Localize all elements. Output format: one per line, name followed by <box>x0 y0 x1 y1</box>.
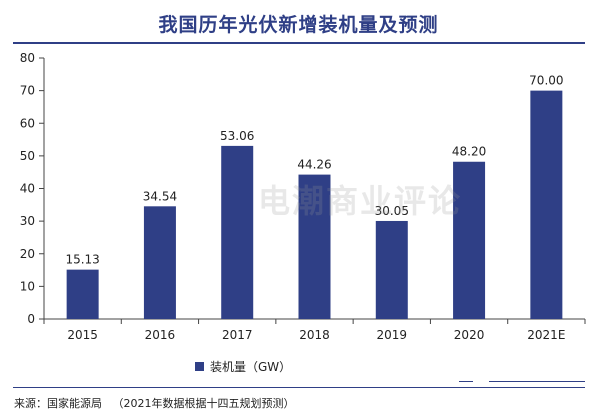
x-tick-label: 2015 <box>67 328 98 342</box>
bar-value-label: 15.13 <box>65 253 99 267</box>
legend-swatch <box>195 362 204 371</box>
bar-value-label: 48.20 <box>452 145 486 159</box>
bar-value-label: 70.00 <box>529 74 563 88</box>
y-tick-label: 10 <box>20 279 35 293</box>
y-tick-label: 60 <box>20 116 35 130</box>
y-axis: 0 10 20 30 40 50 60 70 80 <box>20 51 45 326</box>
chart-title: 我国历年光伏新增装机量及预测 <box>158 14 439 36</box>
title-divider <box>13 42 585 44</box>
bar-value-label: 44.26 <box>297 158 331 172</box>
y-tick-label: 80 <box>20 51 35 65</box>
x-tick-label: 2018 <box>299 328 330 342</box>
bar-value-label: 53.06 <box>220 129 254 143</box>
bar-value-label: 30.05 <box>375 204 409 218</box>
bar <box>221 145 254 319</box>
bars: 15.13 34.54 53.06 44.26 30.05 48.20 70.00 <box>65 74 564 319</box>
legend-label: 装机量（GW） <box>210 360 291 374</box>
y-tick-label: 70 <box>20 84 35 98</box>
x-tick-label: 2016 <box>145 328 176 342</box>
bar <box>375 220 408 319</box>
bar-value-label: 34.54 <box>143 189 177 203</box>
y-tick-label: 0 <box>27 312 35 326</box>
footer-divider <box>13 387 585 388</box>
y-tick-label: 30 <box>20 214 35 228</box>
x-tick-label: 2019 <box>377 328 408 342</box>
x-axis: 2015 2016 2017 2018 2019 2020 2021E <box>43 318 586 342</box>
x-tick-label: 2020 <box>454 328 485 342</box>
y-tick-label: 20 <box>20 247 35 261</box>
watermark: 电潮商业评论 <box>258 182 463 220</box>
legend: 装机量（GW） <box>195 360 291 374</box>
bar <box>143 206 176 319</box>
bar <box>530 90 563 319</box>
y-tick-label: 40 <box>20 182 35 196</box>
y-tick-label: 50 <box>20 149 35 163</box>
footer-dash <box>459 381 473 382</box>
x-tick-label: 2017 <box>222 328 253 342</box>
bar <box>453 161 486 319</box>
source-note: 来源：国家能源局 （2021年数据根据十四五规划预测） <box>14 397 295 410</box>
x-tick-label: 2021E <box>527 328 565 342</box>
footer-dash <box>489 381 585 382</box>
bar <box>66 269 99 319</box>
bar <box>298 174 331 319</box>
